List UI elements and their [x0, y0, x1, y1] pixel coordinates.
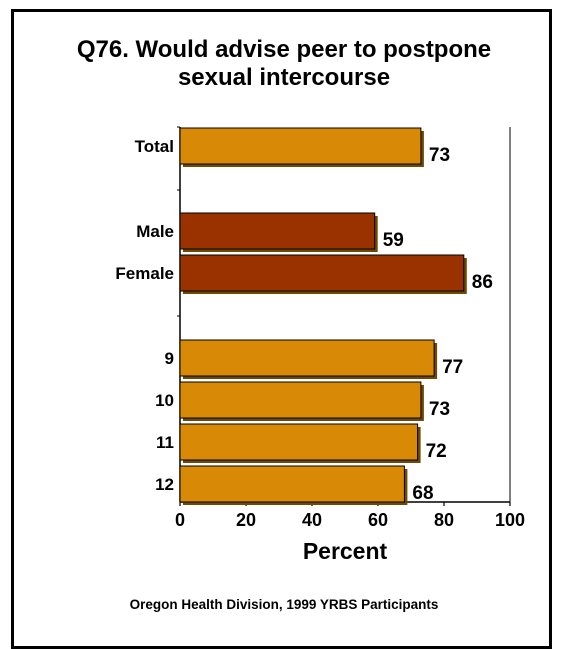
data-label: 68: [412, 483, 433, 504]
x-tick-label: 60: [368, 510, 388, 530]
bar: [179, 339, 435, 377]
category-label: 11: [156, 433, 174, 452]
bar: [179, 212, 376, 250]
chart-frame: [11, 9, 552, 649]
category-label: Male: [136, 222, 174, 241]
x-tick-label: 80: [434, 510, 454, 530]
category-label: 9: [165, 349, 174, 368]
data-label: 72: [426, 441, 447, 462]
data-label: 73: [429, 145, 450, 166]
bar: [179, 465, 405, 503]
category-label: Total: [135, 137, 174, 156]
x-axis-label: Percent: [302, 538, 388, 564]
data-label: 86: [472, 272, 493, 293]
chart-title-line-2: sexual intercourse: [177, 64, 391, 91]
x-tick-label: 0: [175, 510, 185, 530]
x-tick-label: 100: [495, 510, 525, 530]
bar: [179, 381, 422, 419]
bar: [179, 254, 465, 292]
x-tick-label: 40: [302, 510, 322, 530]
bar: [179, 423, 419, 461]
x-tick-label: 20: [236, 510, 256, 530]
category-label: 10: [155, 391, 174, 410]
chart-title-line-1: Q76. Would advise peer to postpone: [76, 36, 492, 63]
category-label: 12: [155, 475, 174, 494]
data-label: 77: [442, 357, 463, 378]
bar: [179, 127, 422, 165]
data-label: 73: [429, 399, 450, 420]
chart-title: Q76. Would advise peer to postpone sexua…: [0, 36, 568, 92]
source-note: Oregon Health Division, 1999 YRBS Partic…: [129, 597, 439, 612]
data-label: 59: [383, 230, 404, 251]
category-label: Female: [115, 264, 174, 283]
bar-chart: 0 20 40 60 80 100 Total 73 Male 59 Female 86 9 77 10 73…: [115, 126, 525, 530]
